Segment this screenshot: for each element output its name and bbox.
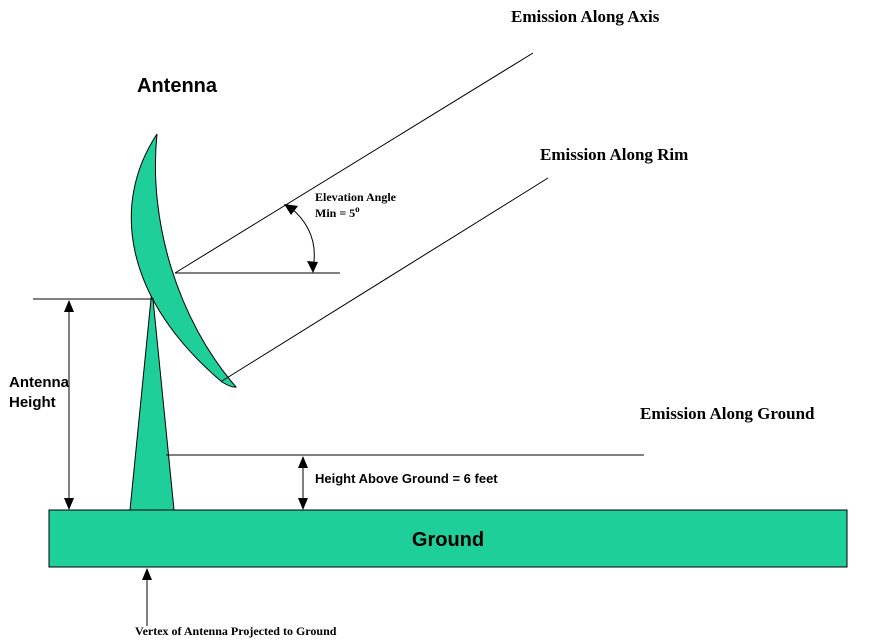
ground-block [48, 509, 848, 568]
antenna-title: Antenna [137, 75, 218, 97]
emission-axis-line [174, 52, 534, 274]
elevation-arc-arrow-top [284, 204, 298, 215]
antenna-tower [129, 288, 175, 511]
height-above-ground-label: Height Above Ground = 6 feet [315, 471, 498, 486]
emission-rim-line [221, 177, 549, 382]
vertex-label: Vertex of Antenna Projected to Ground [135, 624, 337, 638]
elevation-min-text: Min = 5 [315, 206, 355, 220]
elevation-angle-label: Elevation Angle [315, 190, 397, 204]
elevation-arc-arrow-bottom [307, 261, 318, 273]
vertex-projection-arrow [142, 568, 152, 580]
ground-label: Ground [412, 529, 484, 551]
antenna-height-label-line1: Antenna [9, 374, 70, 391]
antenna-dish [130, 133, 237, 388]
emission-ground-label: Emission Along Ground [640, 404, 815, 423]
antenna-height-arrow-top [64, 300, 74, 312]
antenna-height-label-line2: Height [9, 394, 56, 411]
elevation-angle-arc [289, 206, 315, 269]
elevation-min-degree: o [355, 204, 360, 214]
height-above-ground-arrow-top [298, 456, 308, 468]
emission-axis-label: Emission Along Axis [511, 7, 660, 26]
elevation-min-label: Min = 5o [315, 204, 360, 220]
emission-rim-label: Emission Along Rim [540, 145, 688, 164]
antenna-height-arrow-bottom [64, 498, 74, 510]
height-above-ground-arrow-bottom [298, 498, 308, 510]
